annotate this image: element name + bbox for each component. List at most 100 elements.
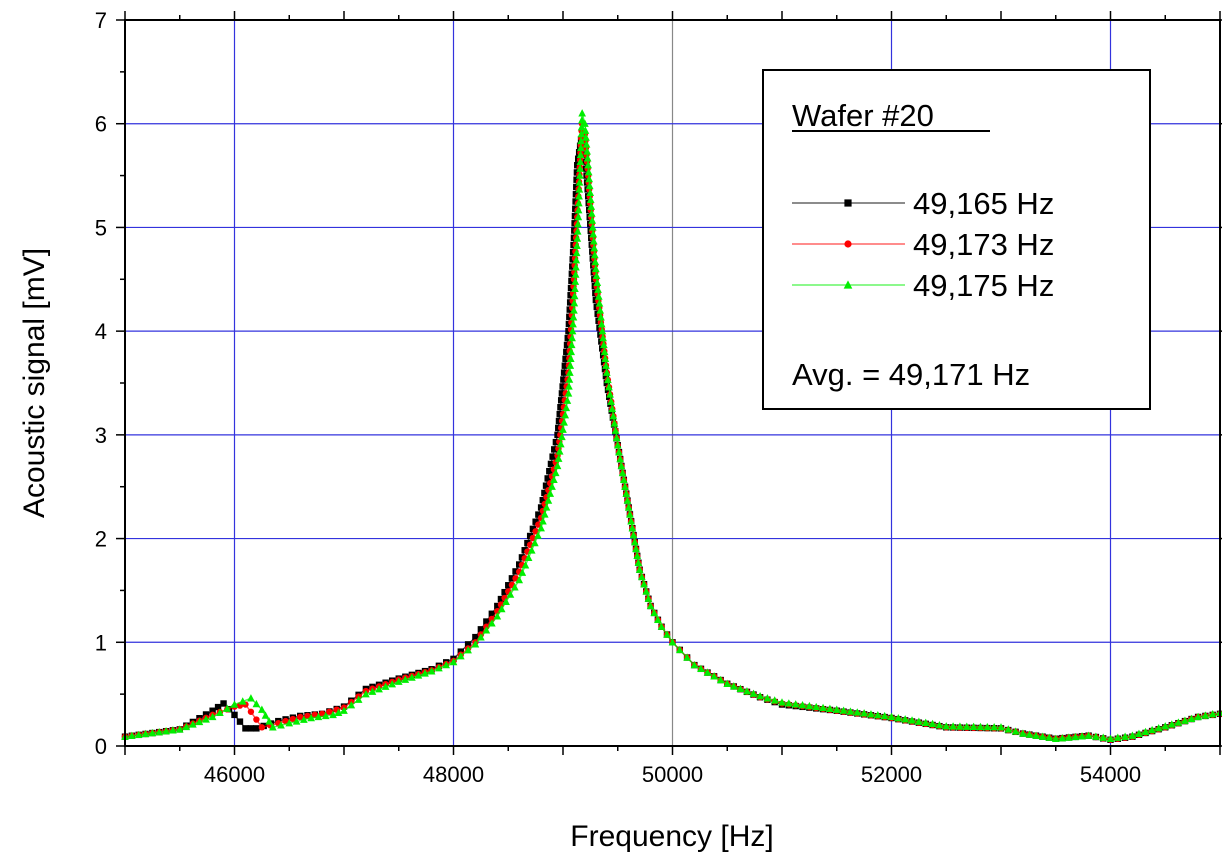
data-point-square <box>599 352 607 359</box>
data-point-triangle <box>566 354 575 362</box>
data-point-triangle <box>1051 734 1060 742</box>
data-point-circle <box>311 711 318 719</box>
data-point-square <box>562 355 569 362</box>
data-point-square <box>247 725 255 732</box>
data-point-triangle <box>230 700 239 708</box>
data-point-triangle <box>497 604 506 613</box>
data-point-triangle <box>942 722 951 730</box>
data-point-triangle <box>601 354 610 362</box>
data-point-triangle <box>162 727 170 735</box>
data-point-triangle <box>574 220 582 228</box>
data-point-square <box>542 482 550 489</box>
data-point-triangle <box>819 703 827 712</box>
data-point-triangle <box>609 412 618 420</box>
data-point-square <box>497 595 505 603</box>
data-point-triangle <box>471 640 480 648</box>
x-axis-title: Frequency [Hz] <box>570 820 773 853</box>
data-point-triangle <box>585 181 594 190</box>
data-point-square <box>563 348 570 356</box>
data-point-triangle <box>362 689 370 698</box>
data-point-triangle <box>1121 732 1129 740</box>
data-point-triangle <box>617 461 626 470</box>
data-point-triangle <box>778 698 786 706</box>
data-point-triangle <box>657 622 666 630</box>
data-point-triangle <box>622 489 631 497</box>
data-point-triangle <box>568 326 577 335</box>
data-point-triangle <box>572 263 580 271</box>
data-point-triangle <box>208 712 217 721</box>
data-point-triangle <box>630 537 639 546</box>
data-point-circle <box>253 716 260 723</box>
data-point-triangle <box>1161 722 1170 730</box>
data-point-triangle <box>427 667 436 675</box>
data-point-triangle <box>638 572 646 581</box>
data-point-triangle <box>261 711 270 719</box>
data-point-circle <box>282 717 289 725</box>
data-point-triangle <box>1141 727 1150 736</box>
data-point-triangle <box>182 722 191 731</box>
data-point-triangle <box>285 719 294 727</box>
data-point-triangle <box>575 199 583 207</box>
data-point-triangle <box>624 503 633 511</box>
data-point-square <box>563 341 571 349</box>
data-point-triangle <box>546 489 555 497</box>
data-point-triangle <box>506 590 515 598</box>
data-point-triangle <box>1099 733 1108 741</box>
data-point-triangle <box>592 264 600 273</box>
data-point-triangle <box>581 126 590 134</box>
data-point-triangle <box>749 689 758 697</box>
data-point-triangle <box>628 524 637 532</box>
data-point-triangle <box>510 583 519 591</box>
data-point-triangle <box>347 701 356 709</box>
data-point-triangle <box>590 244 599 252</box>
data-point-triangle <box>1045 733 1054 741</box>
data-point-triangle <box>1181 716 1189 724</box>
data-point-triangle <box>575 178 584 186</box>
data-point-triangle <box>566 368 574 376</box>
data-point-triangle <box>928 719 937 728</box>
data-point-triangle <box>683 653 691 661</box>
data-point-triangle <box>565 382 573 390</box>
data-point-triangle <box>843 280 853 289</box>
x-tick-label: 52000 <box>861 762 922 787</box>
data-point-triangle <box>340 706 348 714</box>
data-point-triangle <box>584 167 593 176</box>
data-point-triangle <box>1004 725 1013 733</box>
data-point-triangle <box>594 292 603 300</box>
data-point-triangle <box>626 510 634 518</box>
data-point-triangle <box>1065 733 1073 741</box>
legend: Wafer #20 49,165 Hz 49,173 Hz 49,175 Hz Av… <box>762 69 1151 410</box>
data-point-triangle <box>1187 714 1196 723</box>
data-point-triangle <box>1011 727 1020 735</box>
data-point-square <box>549 453 556 460</box>
data-point-square <box>236 718 244 725</box>
data-point-triangle <box>238 697 247 705</box>
data-point-square <box>494 602 501 610</box>
data-point-triangle <box>502 597 510 606</box>
data-point-triangle <box>1128 731 1137 739</box>
data-point-square <box>552 438 560 446</box>
data-point-triangle <box>592 271 601 280</box>
data-point-triangle <box>602 368 611 376</box>
data-point-triangle <box>587 209 596 217</box>
x-axis: 46000 48000 50000 52000 54000 <box>124 11 1221 787</box>
data-point-triangle <box>1148 725 1156 734</box>
data-point-triangle <box>634 558 643 566</box>
data-point-square <box>602 372 610 380</box>
data-point-triangle <box>141 729 150 738</box>
data-point-triangle <box>292 717 301 725</box>
data-point-triangle <box>697 664 705 673</box>
data-point-square <box>551 446 558 453</box>
data-point-square <box>556 410 563 418</box>
data-point-triangle <box>577 129 586 138</box>
data-point-triangle <box>1058 733 1067 742</box>
data-point-triangle <box>962 722 971 730</box>
data-point-triangle <box>921 718 930 726</box>
data-point-triangle <box>1174 718 1183 726</box>
data-point-triangle <box>449 657 458 666</box>
data-point-triangle <box>791 700 800 708</box>
data-point-triangle <box>1025 730 1034 738</box>
data-point-triangle <box>621 482 629 490</box>
data-point-triangle <box>493 612 502 620</box>
data-point-triangle <box>616 454 625 463</box>
